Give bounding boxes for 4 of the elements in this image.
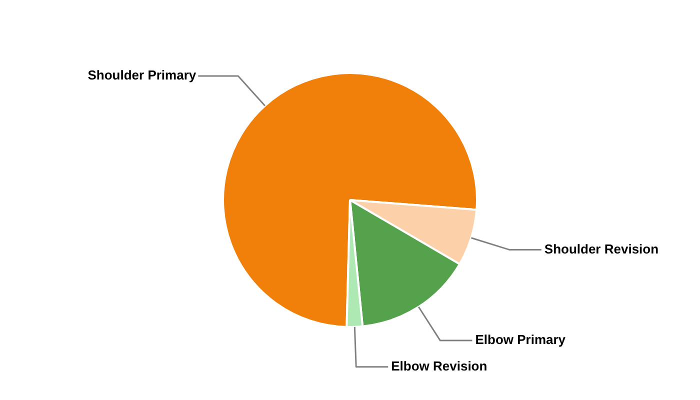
- slice-label: Shoulder Primary: [88, 68, 197, 83]
- slice-label: Elbow Primary: [475, 332, 566, 348]
- slice-label: Shoulder Revision: [544, 241, 659, 256]
- slice-label: Elbow Revision: [391, 358, 488, 374]
